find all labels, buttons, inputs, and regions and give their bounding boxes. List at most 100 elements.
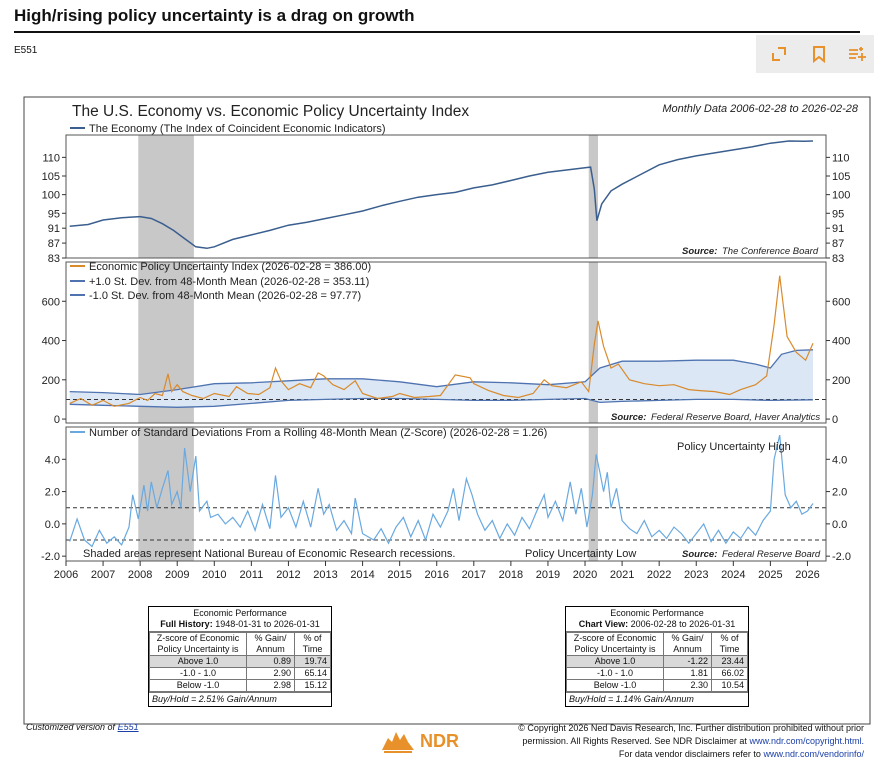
period-value: 1948-01-31 to 2026-01-31 [215,619,320,629]
y-tick-label: 0.0 [832,519,847,531]
x-tick-label: 2010 [202,569,226,581]
economy-line [69,140,814,250]
source-label: Source: [682,246,717,257]
panel-frame-3 [65,426,827,562]
logo-text: NDR [420,730,459,751]
x-tick-label: 2011 [240,569,264,581]
table-footer: Buy/Hold = 1.14% Gain/Annum [566,692,748,706]
legend-economy: The Economy (The Index of Coincident Eco… [89,123,386,135]
table-full-history: Economic Performance Full History: 1948-… [148,606,332,707]
col-header: % Gain/ Annum [662,632,713,656]
x-tick-label: 2020 [573,569,597,581]
y-tick-label: 91 [832,223,844,235]
source-text: Federal Reserve Board [722,549,821,560]
table-title: Economic Performance [610,608,704,618]
source-text: The Conference Board [722,246,819,257]
copyright: © Copyright 2026 Ned Davis Research, Inc… [518,723,864,759]
period-value: 2006-02-28 to 2026-01-31 [630,619,736,629]
y-tick-label: 91 [48,223,60,235]
chart-code: E551 [14,45,38,56]
recession-shade [588,262,598,423]
period-label: Full History: [160,619,213,629]
x-tick-label: 2014 [350,569,374,581]
y-tick-label: 83 [48,253,60,265]
title-divider [14,31,860,33]
y-tick-label: 400 [832,336,850,348]
vendor-link[interactable]: www.ndr.com/vendorinfo/ [763,749,864,759]
table-row: -1.0 - 1.0 1.81 66.02 [566,667,748,680]
x-tick-label: 2019 [536,569,560,581]
bookmark-icon[interactable] [806,41,832,67]
panel-frame-1 [65,134,827,259]
table-chart-view: Economic Performance Chart View: 2006-02… [565,606,749,707]
annotation-high: Policy Uncertainty High [677,441,791,453]
y-tick-label: 87 [48,238,60,250]
legend-epu: Economic Policy Uncertainty Index (2026-… [89,261,371,273]
recession-shade [138,135,194,258]
y-tick-label: 95 [832,208,844,220]
x-tick-label: 2007 [91,569,115,581]
x-tick-label: 2015 [387,569,411,581]
y-tick-label: 600 [42,296,60,308]
copyright-link[interactable]: www.ndr.com/copyright.html. [749,736,864,746]
period-label: Chart View: [578,619,629,629]
x-tick-label: 2017 [462,569,486,581]
y-tick-label: 105 [42,171,60,183]
table-title: Economic Performance [193,608,287,618]
source-label: Source: [611,412,646,423]
chart-range: Monthly Data 2006-02-28 to 2026-02-28 [662,103,859,115]
source-label: Source: [682,549,717,560]
col-header: % of Time [711,632,748,656]
y-tick-label: 600 [832,296,850,308]
page-title: High/rising policy uncertainty is a drag… [14,6,415,25]
y-tick-label: 100 [832,190,850,202]
col-header: % Gain/ Annum [245,632,296,656]
y-tick-label: 0 [832,414,838,426]
table-row: Above 1.0 0.89 19.74 [149,655,331,668]
col-header: % of Time [294,632,331,656]
x-tick-label: 2016 [424,569,448,581]
x-tick-label: 2025 [758,569,782,581]
y-tick-label: 4.0 [832,454,847,466]
recession-shade [588,135,598,258]
recession-shade [588,427,598,561]
x-tick-label: 2009 [165,569,189,581]
y-tick-label: 87 [832,238,844,250]
x-tick-label: 2008 [128,569,152,581]
zscore-line [69,434,814,548]
chart-toolbar [756,35,874,73]
table-row: Below -1.0 2.30 10.54 [566,679,748,692]
panel-frame-2 [65,261,827,424]
table-row: Below -1.0 2.98 15.12 [149,679,331,692]
x-tick-label: 2012 [276,569,300,581]
std-dev-band [69,349,813,408]
x-tick-label: 2024 [721,569,745,581]
x-tick-label: 2018 [499,569,523,581]
ndr-logo: NDR [380,728,459,754]
x-tick-label: 2026 [795,569,819,581]
chart-title: The U.S. Economy vs. Economic Policy Unc… [72,103,469,120]
table-footer: Buy/Hold = 2.51% Gain/Annum [149,692,331,706]
customized-note: Customized version of E551 [26,722,139,732]
recession-note: Shaded areas represent National Bureau o… [83,548,455,560]
expand-icon[interactable] [766,41,792,67]
annotation-low: Policy Uncertainty Low [525,548,636,560]
y-tick-label: 83 [832,253,844,265]
y-tick-label: 200 [832,375,850,387]
y-tick-label: -2.0 [41,551,60,563]
y-tick-label: 110 [832,152,850,164]
x-tick-label: 2023 [684,569,708,581]
bull-bear-icon [382,732,414,753]
y-tick-label: 105 [832,171,850,183]
col-header: Z-score of Economic Policy Uncertainty i… [149,632,247,656]
y-tick-label: 95 [48,208,60,220]
upper-band-line [69,349,814,396]
y-tick-label: 2.0 [832,487,847,499]
epu-line [69,275,814,407]
lower-band-line [69,397,814,408]
source-text: Federal Reserve Board, Haver Analytics [651,412,820,423]
playlist-add-icon[interactable] [844,41,870,67]
y-tick-label: 0 [54,414,60,426]
customized-link[interactable]: E551 [117,722,139,732]
